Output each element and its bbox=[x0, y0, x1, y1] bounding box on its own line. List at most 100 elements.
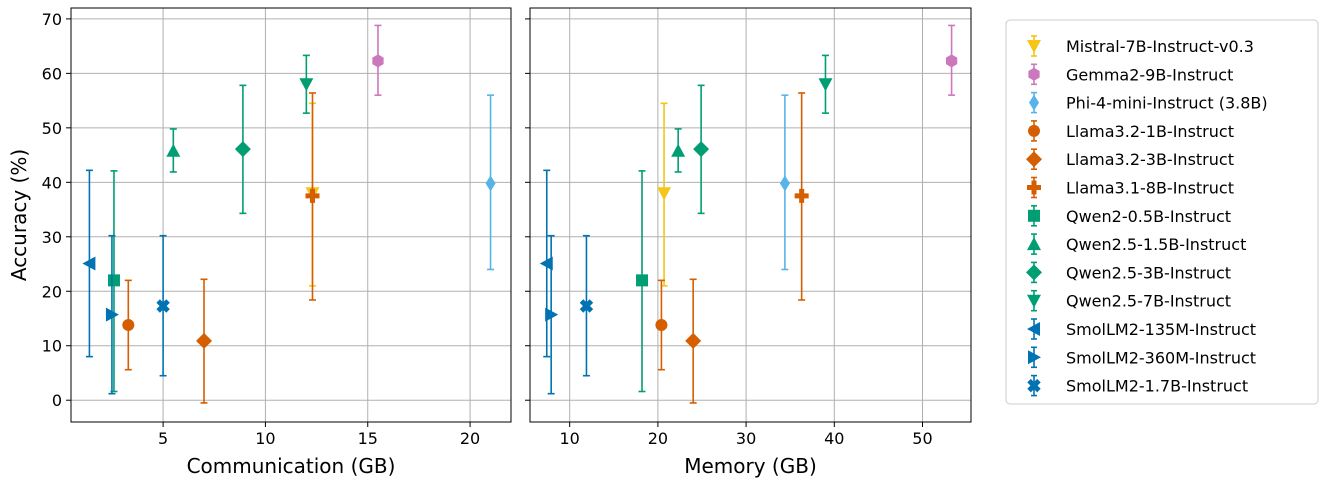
marker bbox=[657, 187, 672, 201]
marker bbox=[945, 54, 958, 68]
data-point-smollm2-1-7b-instruct bbox=[156, 234, 170, 377]
legend-marker bbox=[1026, 151, 1042, 168]
y-tick-label: 70 bbox=[42, 10, 62, 29]
x-tick-label: 20 bbox=[460, 429, 480, 448]
y-tick-label: 40 bbox=[42, 173, 62, 192]
legend-item-phi-4-mini-instruct-3-8b: Phi-4-mini-Instruct (3.8B) bbox=[1029, 91, 1268, 114]
data-point-phi-4-mini-instruct-3-8b bbox=[485, 94, 496, 271]
x-tick-label: 10 bbox=[255, 429, 275, 448]
marker bbox=[671, 143, 686, 157]
x-tick-label: 20 bbox=[648, 429, 668, 448]
panel-frame bbox=[70, 7, 512, 423]
chart-panel-1: 5 10 15 20 0 10 20 30 40 50 60 70 Communication (GB) bbox=[42, 7, 512, 478]
data-point-qwen2-5-1-5b-instruct bbox=[166, 128, 181, 173]
data-point-llama3-2-1b-instruct bbox=[122, 279, 135, 371]
legend-marker bbox=[1028, 67, 1040, 81]
legend-item-qwen2-5-3b-instruct: Qwen2.5-3B-Instruct bbox=[1026, 261, 1231, 284]
marker bbox=[545, 307, 559, 322]
data-point-qwen2-5-3b-instruct bbox=[693, 84, 710, 215]
data-point-smollm2-360m-instruct bbox=[545, 234, 559, 395]
legend-label: Qwen2.5-1.5B-Instruct bbox=[1066, 235, 1246, 254]
legend-marker bbox=[1026, 264, 1042, 281]
marker bbox=[105, 307, 119, 322]
data-point-smollm2-135m-instruct bbox=[539, 169, 553, 358]
legend-marker bbox=[1028, 350, 1041, 365]
marker bbox=[156, 299, 170, 313]
legend-marker bbox=[1027, 237, 1041, 251]
x-tick-label: 10 bbox=[560, 429, 580, 448]
x-tick-label: 30 bbox=[736, 429, 756, 448]
y-tick-label: 60 bbox=[42, 64, 62, 83]
marker bbox=[779, 175, 790, 192]
legend-label: Phi-4-mini-Instruct (3.8B) bbox=[1066, 94, 1268, 113]
legend: Mistral-7B-Instruct-v0.3 Gemma2-9B-Instru… bbox=[1005, 19, 1319, 405]
legend-item-mistral-7b-instruct-v0-3: Mistral-7B-Instruct-v0.3 bbox=[1027, 35, 1254, 57]
data-point-llama3-2-3b-instruct bbox=[685, 278, 702, 404]
x-tick-label: 5 bbox=[158, 429, 168, 448]
y-tick-label: 30 bbox=[42, 228, 62, 247]
data-point-llama3-1-8b-instruct bbox=[794, 92, 809, 301]
x-tick-label: 50 bbox=[912, 429, 932, 448]
legend-item-gemma2-9b-instruct: Gemma2-9B-Instruct bbox=[1028, 63, 1233, 86]
data-point-qwen2-5-1-5b-instruct bbox=[671, 128, 686, 173]
marker bbox=[234, 141, 251, 158]
marker bbox=[693, 141, 710, 158]
data-point-smollm2-135m-instruct bbox=[82, 169, 96, 358]
legend-item-qwen2-5-7b-instruct: Qwen2.5-7B-Instruct bbox=[1027, 289, 1231, 312]
data-point-phi-4-mini-instruct-3-8b bbox=[779, 94, 790, 271]
legend-frame bbox=[1005, 19, 1319, 405]
legend-label: Mistral-7B-Instruct-v0.3 bbox=[1066, 37, 1254, 56]
y-tick-label: 0 bbox=[52, 391, 62, 410]
marker bbox=[655, 319, 668, 332]
legend-marker bbox=[1027, 322, 1040, 336]
legend-label: Qwen2.5-3B-Instruct bbox=[1066, 263, 1231, 282]
data-point-qwen2-5-7b-instruct bbox=[818, 54, 833, 114]
legend-label: SmolLM2-360M-Instruct bbox=[1066, 348, 1256, 367]
marker-shape bbox=[579, 299, 594, 313]
marker bbox=[196, 332, 213, 349]
data-point-gemma2-9b-instruct bbox=[945, 24, 958, 96]
data-point-smollm2-1-7b-instruct bbox=[579, 234, 594, 377]
data-point-llama3-2-3b-instruct bbox=[196, 278, 213, 404]
marker bbox=[82, 256, 96, 271]
legend-marker bbox=[1027, 294, 1041, 308]
marker bbox=[539, 256, 553, 271]
legend-item-qwen2-5-1-5b-instruct: Qwen2.5-1.5B-Instruct bbox=[1027, 233, 1246, 255]
y-axis-label: Accuracy (%) bbox=[7, 149, 31, 281]
data-point-llama3-2-1b-instruct bbox=[655, 279, 668, 371]
legend-label: Gemma2-9B-Instruct bbox=[1066, 65, 1233, 84]
marker bbox=[305, 188, 320, 203]
y-tick-label: 10 bbox=[42, 337, 62, 356]
legend-marker bbox=[1028, 124, 1040, 137]
marker bbox=[299, 78, 314, 92]
legend-label: Qwen2.5-7B-Instruct bbox=[1066, 292, 1231, 311]
marker bbox=[794, 188, 809, 203]
data-point-qwen2-5-7b-instruct bbox=[299, 54, 314, 114]
legend-item-qwen2-0-5b-instruct: Qwen2-0.5B-Instruct bbox=[1028, 205, 1231, 227]
legend-item-smollm2-360m-instruct: SmolLM2-360M-Instruct bbox=[1028, 346, 1256, 369]
marker bbox=[579, 299, 594, 313]
marker bbox=[485, 175, 496, 192]
legend-label: Llama3.2-1B-Instruct bbox=[1066, 122, 1234, 141]
legend-label: Llama3.1-8B-Instruct bbox=[1066, 179, 1234, 198]
legend-item-llama3-2-1b-instruct: Llama3.2-1B-Instruct bbox=[1028, 120, 1234, 142]
x-axis-label: Memory (GB) bbox=[684, 454, 817, 478]
marker-shape bbox=[156, 299, 170, 313]
x-tick-label: 40 bbox=[824, 429, 844, 448]
data-point-qwen2-5-3b-instruct bbox=[234, 84, 251, 215]
legend-label: SmolLM2-1.7B-Instruct bbox=[1066, 377, 1248, 396]
marker bbox=[818, 78, 833, 92]
legend-label: Qwen2-0.5B-Instruct bbox=[1066, 207, 1231, 226]
data-point-qwen2-0-5b-instruct bbox=[107, 170, 120, 393]
chart-panel-2: 10 20 30 40 50 Memory (GB) bbox=[525, 7, 972, 478]
data-point-mistral-7b-instruct-v0-3 bbox=[657, 102, 672, 287]
data-point-gemma2-9b-instruct bbox=[372, 24, 384, 96]
legend-marker bbox=[1029, 94, 1039, 111]
legend-item-smollm2-135m-instruct: SmolLM2-135M-Instruct bbox=[1027, 318, 1256, 340]
panel-frame bbox=[529, 7, 972, 423]
legend-marker-shape bbox=[1027, 378, 1041, 393]
legend-item-llama3-2-3b-instruct: Llama3.2-3B-Instruct bbox=[1026, 148, 1234, 170]
legend-marker bbox=[1027, 378, 1041, 393]
legend-item-llama3-1-8b-instruct: Llama3.1-8B-Instruct bbox=[1027, 176, 1234, 199]
